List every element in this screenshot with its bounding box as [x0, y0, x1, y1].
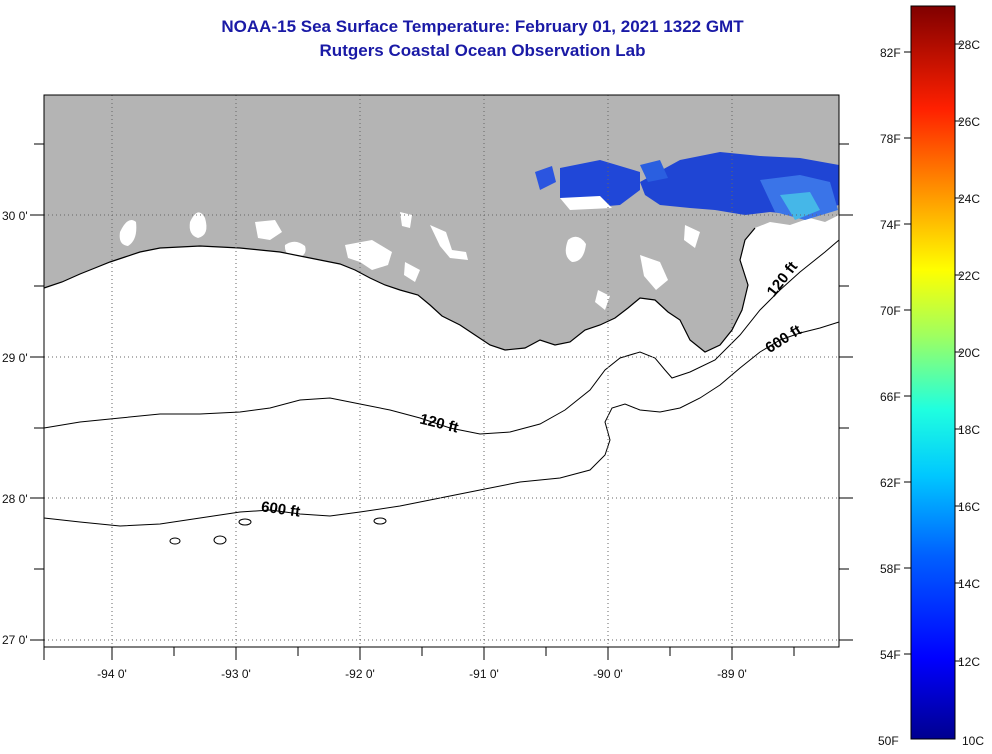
colorbar-c-label: 16C — [958, 500, 980, 514]
colorbar-f-label: 58F — [880, 562, 901, 576]
lat-label: 27 0' — [2, 633, 28, 647]
colorbar-c-label: 14C — [958, 577, 980, 591]
land-mass — [44, 95, 839, 352]
contour-120ft — [43, 239, 840, 435]
coastline — [43, 227, 756, 353]
map-frame — [43, 94, 840, 648]
colorbar-f-label: 78F — [880, 132, 901, 146]
colorbar-f-label: 54F — [880, 648, 901, 662]
lon-label: -91 0' — [469, 667, 499, 681]
lon-label: -94 0' — [97, 667, 127, 681]
colorbar-f-label: 66F — [880, 390, 901, 404]
colorbar-gradient — [910, 5, 956, 740]
map-title: NOAA-15 Sea Surface Temperature: Februar… — [221, 17, 744, 36]
lon-label: -90 0' — [593, 667, 623, 681]
lat-label: 30 0' — [2, 209, 28, 223]
map-subtitle: Rutgers Coastal Ocean Observation Lab — [319, 41, 646, 60]
colorbar-c-label: 24C — [958, 192, 980, 206]
colorbar-c-label: 26C — [958, 115, 980, 129]
colorbar-c-label: 10C — [962, 734, 984, 748]
lon-label: -93 0' — [221, 667, 251, 681]
colorbar-c-label: 22C — [958, 269, 980, 283]
lon-label: -92 0' — [345, 667, 375, 681]
colorbar-f-label: 74F — [880, 218, 901, 232]
contour-label-600ft: 600 ft — [260, 498, 301, 520]
contour-600ft — [43, 321, 840, 527]
colorbar-c-label: 18C — [958, 423, 980, 437]
contour-islets — [169, 517, 387, 545]
graticule — [44, 95, 839, 647]
colorbar-f-label: 82F — [880, 46, 901, 60]
colorbar-f-label: 62F — [880, 476, 901, 490]
colorbar-c-label: 28C — [958, 38, 980, 52]
colorbar-c-label: 20C — [958, 346, 980, 360]
colorbar-ticks — [904, 43, 962, 662]
lat-label: 29 0' — [2, 351, 28, 365]
lon-label: -89 0' — [717, 667, 747, 681]
axis-ticks — [30, 143, 853, 660]
lat-label: 28 0' — [2, 492, 28, 506]
colorbar-f-label: 50F — [878, 734, 899, 748]
colorbar-f-label: 70F — [880, 304, 901, 318]
sst-swath — [535, 152, 839, 220]
colorbar-c-label: 12C — [958, 655, 980, 669]
